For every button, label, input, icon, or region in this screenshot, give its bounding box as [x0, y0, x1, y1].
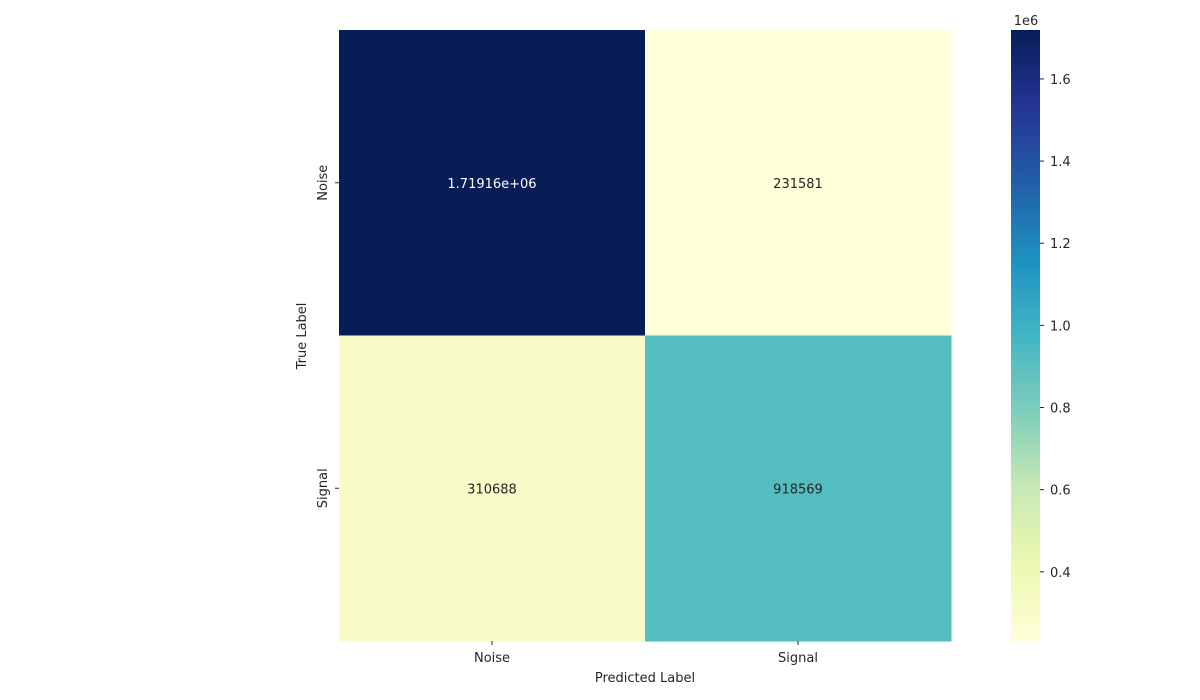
cell-annotation: 918569 — [773, 482, 823, 497]
heatmap-cells — [339, 30, 952, 642]
cell-annotation: 1.71916e+06 — [447, 177, 536, 192]
x-tick-label: Noise — [474, 651, 510, 666]
colorbar-tick-label: 1.0 — [1050, 319, 1071, 334]
heatmap-cell-noise-noise — [339, 30, 646, 336]
y-axis-ticks: Noise Signal — [316, 165, 339, 508]
x-tick-label: Signal — [778, 651, 818, 666]
heatmap-cell-signal-noise — [339, 335, 646, 642]
colorbar-tick-label: 0.8 — [1050, 402, 1071, 417]
colorbar: 1e6 — [1011, 14, 1040, 641]
y-axis-label: True Label — [295, 303, 310, 371]
y-tick-label: Signal — [316, 468, 331, 508]
colorbar-tick-label: 1.2 — [1050, 237, 1071, 252]
x-axis-label: Predicted Label — [595, 671, 695, 686]
y-tick-label: Noise — [316, 165, 331, 201]
cell-annotation: 310688 — [467, 482, 517, 497]
cell-annotation: 231581 — [773, 177, 823, 192]
colorbar-tick-label: 1.4 — [1050, 155, 1071, 170]
colorbar-gradient — [1011, 30, 1040, 641]
heatmap-cell-noise-signal — [645, 30, 952, 336]
colorbar-tick-label: 1.6 — [1050, 73, 1071, 88]
colorbar-tick-label: 0.6 — [1050, 484, 1071, 499]
colorbar-ticks: 0.4 0.6 0.8 1.0 1.2 1.4 1.6 — [1040, 73, 1071, 581]
x-axis-ticks: Noise Signal — [474, 641, 818, 666]
colorbar-multiplier: 1e6 — [1014, 14, 1039, 29]
heatmap-cell-signal-signal — [645, 335, 952, 642]
cell-annotations: 1.71916e+06 231581 310688 918569 — [447, 177, 822, 498]
colorbar-tick-label: 0.4 — [1050, 566, 1071, 581]
